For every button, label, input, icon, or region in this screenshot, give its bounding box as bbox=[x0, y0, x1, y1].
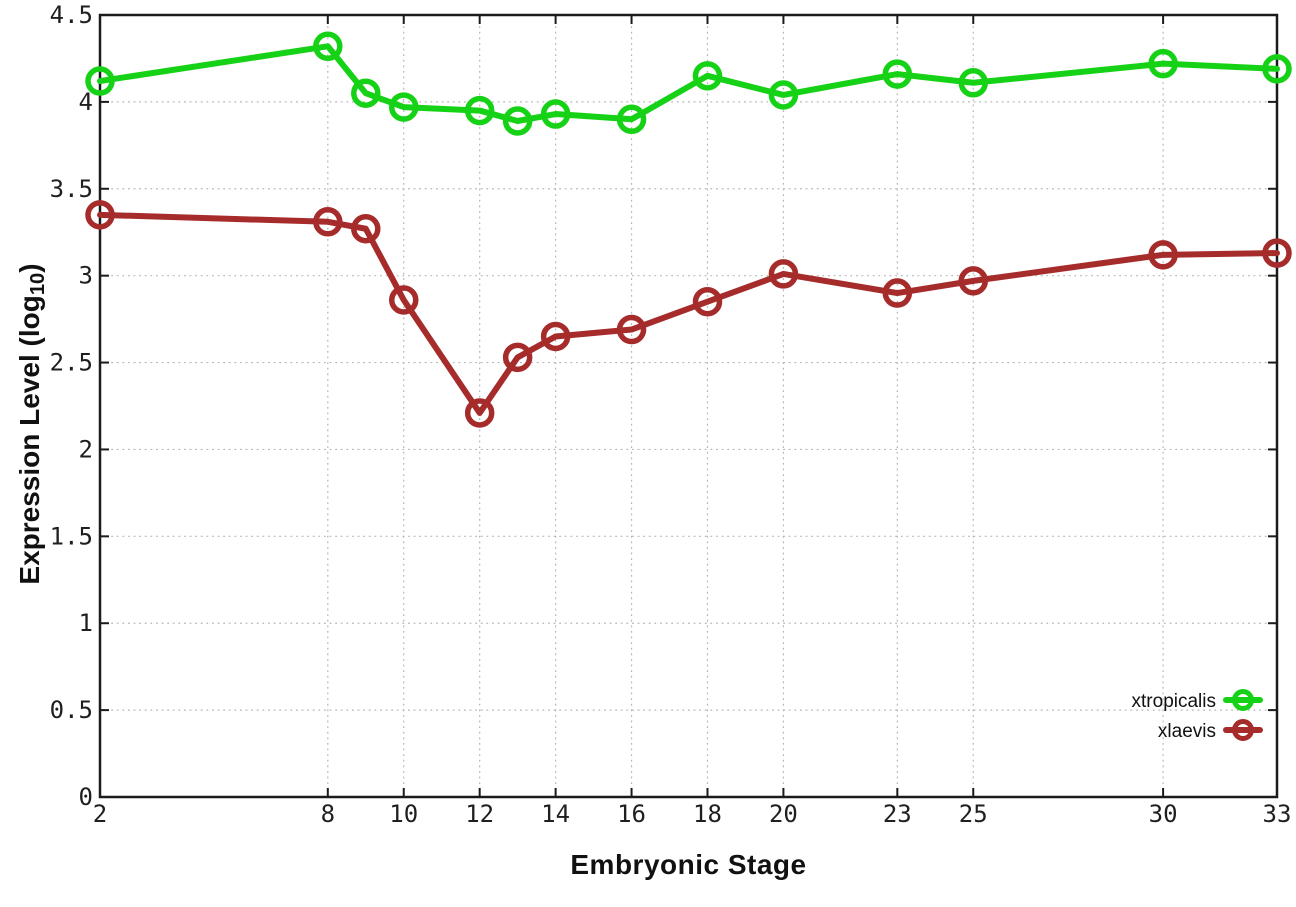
data-point-xlaevis bbox=[388, 285, 419, 315]
plot-border bbox=[98, 13, 1279, 799]
y-tick-label: 1.5 bbox=[50, 522, 93, 550]
data-point-xlaevis bbox=[692, 286, 723, 317]
data-point-xtropicalis bbox=[616, 104, 647, 135]
data-point-xlaevis bbox=[1148, 240, 1178, 270]
data-point-xtropicalis bbox=[692, 61, 723, 91]
legend-sample-marker-xlaevis bbox=[1232, 719, 1254, 741]
x-tick-label: 33 bbox=[1263, 800, 1292, 828]
data-point-xtropicalis bbox=[464, 95, 495, 126]
y-tick-label: 2.5 bbox=[50, 349, 93, 377]
x-tick-label: 18 bbox=[693, 800, 722, 828]
x-tick-label: 25 bbox=[959, 800, 988, 828]
y-axis-title-text: Expression Level (log bbox=[14, 295, 45, 585]
data-point-xtropicalis bbox=[540, 99, 571, 129]
data-point-xlaevis bbox=[464, 398, 495, 428]
legend-label-xtropicalis: xtropicalis bbox=[1132, 691, 1216, 712]
series-line-xtropicalis bbox=[97, 43, 1280, 125]
data-point-xtropicalis bbox=[313, 31, 343, 62]
data-point-xlaevis bbox=[1262, 238, 1292, 268]
x-tick-label: 10 bbox=[389, 800, 418, 828]
data-point-xtropicalis bbox=[958, 68, 989, 98]
x-tick-label: 8 bbox=[321, 800, 335, 828]
x-tick-label: 12 bbox=[465, 800, 494, 828]
y-tick-label: 3.5 bbox=[50, 175, 93, 203]
y-tick-label: 0.5 bbox=[50, 696, 93, 724]
data-point-xtropicalis bbox=[388, 92, 419, 122]
x-tick-label: 2 bbox=[93, 800, 107, 828]
data-point-xlaevis bbox=[958, 266, 989, 296]
legend-label-xlaevis: xlaevis bbox=[1158, 721, 1216, 742]
y-tick-label: 4 bbox=[79, 88, 93, 116]
y-axis-title: Expression Level (log10) bbox=[13, 172, 50, 676]
legend-sample-marker-xtropicalis bbox=[1232, 689, 1254, 711]
x-tick-label: 14 bbox=[541, 800, 570, 828]
y-axis-title-close: ) bbox=[14, 263, 45, 273]
data-point-xlaevis bbox=[540, 321, 571, 352]
y-axis-title-subscript: 10 bbox=[27, 272, 50, 296]
data-point-xtropicalis bbox=[351, 78, 381, 108]
x-tick-label: 30 bbox=[1149, 800, 1178, 828]
x-tick-label: 16 bbox=[617, 800, 646, 828]
data-point-xlaevis bbox=[882, 278, 913, 308]
x-tick-label: 23 bbox=[883, 800, 912, 828]
x-axis-title: Embryonic Stage bbox=[570, 849, 807, 880]
data-point-xlaevis bbox=[502, 342, 533, 373]
data-point-xtropicalis bbox=[1262, 54, 1292, 84]
data-point-xtropicalis bbox=[882, 59, 913, 89]
data-point-xtropicalis bbox=[1148, 48, 1178, 79]
data-point-xtropicalis bbox=[768, 80, 799, 110]
data-point-xlaevis bbox=[616, 314, 647, 345]
y-tick-label: 2 bbox=[79, 435, 93, 463]
y-tick-label: 1 bbox=[79, 609, 93, 637]
data-point-xtropicalis bbox=[85, 66, 115, 96]
data-point-xlaevis bbox=[313, 207, 343, 237]
data-point-xlaevis bbox=[351, 213, 381, 244]
x-tick-label: 20 bbox=[769, 800, 798, 828]
y-tick-label: 0 bbox=[79, 783, 93, 811]
series-line-xlaevis bbox=[97, 211, 1280, 416]
data-point-xlaevis bbox=[85, 200, 115, 230]
y-tick-label: 4.5 bbox=[50, 1, 93, 29]
y-tick-label: 3 bbox=[79, 262, 93, 290]
data-point-xtropicalis bbox=[502, 106, 533, 136]
data-point-xlaevis bbox=[768, 259, 799, 289]
